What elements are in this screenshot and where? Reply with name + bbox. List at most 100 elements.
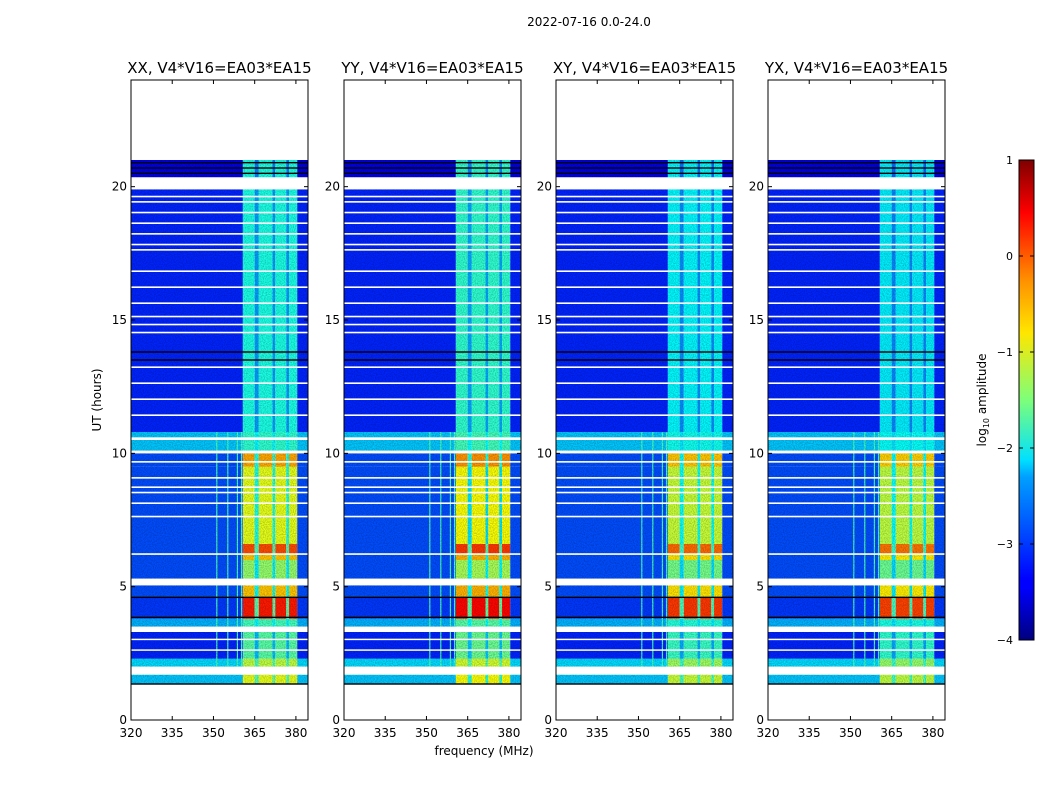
flagged-gap: [131, 211, 308, 214]
dark-line: [131, 167, 308, 169]
flagged-gap: [344, 201, 521, 203]
dark-line: [344, 359, 521, 361]
flagged-gap: [556, 201, 733, 203]
dark-line: [556, 683, 733, 685]
x-tick-label: 350: [627, 726, 650, 740]
x-tick-label: 365: [243, 726, 266, 740]
flagged-gap: [768, 233, 945, 235]
flagged-gap: [131, 437, 308, 440]
x-tick-label: 380: [921, 726, 944, 740]
flagged-gap: [556, 222, 733, 224]
colorbar-tick-label: −1: [997, 346, 1013, 359]
flagged-gap: [556, 302, 733, 304]
flagged-gap: [556, 331, 733, 334]
flagged-gap: [344, 666, 521, 675]
flagged-gap: [131, 382, 308, 384]
flagged-gap: [768, 286, 945, 288]
x-tick-label: 350: [202, 726, 225, 740]
flagged-gap: [344, 243, 521, 246]
x-tick-label: 380: [709, 726, 732, 740]
dark-line: [768, 596, 945, 599]
flagged-gap: [131, 502, 308, 504]
flagged-gap: [768, 323, 945, 326]
flagged-gap: [344, 649, 521, 651]
flagged-gap: [768, 461, 945, 463]
flagged-gap: [131, 553, 308, 555]
flagged-gap: [344, 331, 521, 334]
flagged-gap: [344, 233, 521, 235]
colorbar-gradient: [1018, 159, 1035, 641]
dark-line: [556, 161, 733, 164]
dark-line: [768, 161, 945, 164]
panel-3: YX, V4*V16=EA03*EA15 320 335 350 365 380 0 5 10 1…: [749, 59, 948, 740]
plot-frame: [767, 79, 946, 721]
y-tick-label: 15: [537, 313, 552, 327]
dark-line: [131, 616, 308, 619]
heatmap: [131, 160, 308, 684]
flagged-gap: [131, 414, 308, 416]
flagged-gap: [768, 502, 945, 504]
x-tick-label: 380: [497, 726, 520, 740]
flagged-gap: [131, 243, 308, 246]
x-tick-label: 335: [161, 726, 184, 740]
flagged-gap: [768, 553, 945, 555]
x-tick-label: 335: [374, 726, 397, 740]
x-tick-label: 350: [839, 726, 862, 740]
flagged-gap: [768, 398, 945, 400]
x-tick-label: 320: [545, 726, 568, 740]
y-tick-label: 5: [332, 580, 340, 594]
flagged-gap: [131, 649, 308, 651]
flagged-gap: [344, 211, 521, 214]
plot-frame: [130, 79, 309, 721]
flagged-gap: [344, 177, 521, 190]
flagged-gap: [344, 315, 521, 318]
flagged-gap: [344, 578, 521, 586]
x-tick-label: 335: [586, 726, 609, 740]
flagged-gap: [768, 515, 945, 518]
panel-title: YX, V4*V16=EA03*EA15: [764, 59, 948, 77]
y-tick-label: 10: [325, 446, 340, 460]
flagged-gap: [556, 249, 733, 251]
flagged-gap: [768, 491, 945, 494]
flagged-gap: [768, 177, 945, 190]
y-tick-label: 20: [537, 180, 552, 194]
y-tick-label: 0: [119, 713, 127, 727]
flagged-gap: [131, 366, 308, 368]
y-tick-label: 5: [544, 580, 552, 594]
flagged-gap: [131, 177, 308, 190]
panel-1: YY, V4*V16=EA03*EA15 320 335 350 365 380 0 5 10 1…: [325, 59, 524, 740]
flagged-gap: [131, 302, 308, 304]
flagged-gap: [344, 515, 521, 518]
x-tick-label: 320: [120, 726, 143, 740]
x-tick-label: 320: [333, 726, 356, 740]
y-tick-label: 5: [119, 580, 127, 594]
flagged-gap: [344, 638, 521, 641]
flagged-gap: [556, 315, 733, 318]
flagged-gap: [344, 626, 521, 632]
dark-line: [344, 172, 521, 175]
flagged-gap: [768, 270, 945, 272]
heatmap: [344, 160, 521, 684]
x-tick-label: 365: [880, 726, 903, 740]
flagged-gap: [131, 626, 308, 632]
y-tick-label: 0: [756, 713, 764, 727]
flagged-gap: [131, 222, 308, 224]
colorbar-tick-label: −3: [997, 538, 1013, 551]
plot-frame: [555, 79, 734, 721]
flagged-gap: [556, 323, 733, 326]
flagged-gap: [131, 461, 308, 463]
flagged-gap: [768, 649, 945, 651]
panel-title: XY, V4*V16=EA03*EA15: [553, 59, 736, 77]
dark-line: [768, 351, 945, 353]
dark-line: [131, 161, 308, 164]
flagged-gap: [344, 366, 521, 368]
flagged-gap: [556, 437, 733, 440]
flagged-gap: [556, 177, 733, 190]
flagged-gap: [131, 331, 308, 334]
flagged-gap: [768, 477, 945, 479]
flagged-gap: [131, 233, 308, 235]
flagged-gap: [768, 201, 945, 203]
heatmap: [556, 160, 733, 684]
x-tick-label: 320: [757, 726, 780, 740]
flagged-gap: [768, 666, 945, 675]
